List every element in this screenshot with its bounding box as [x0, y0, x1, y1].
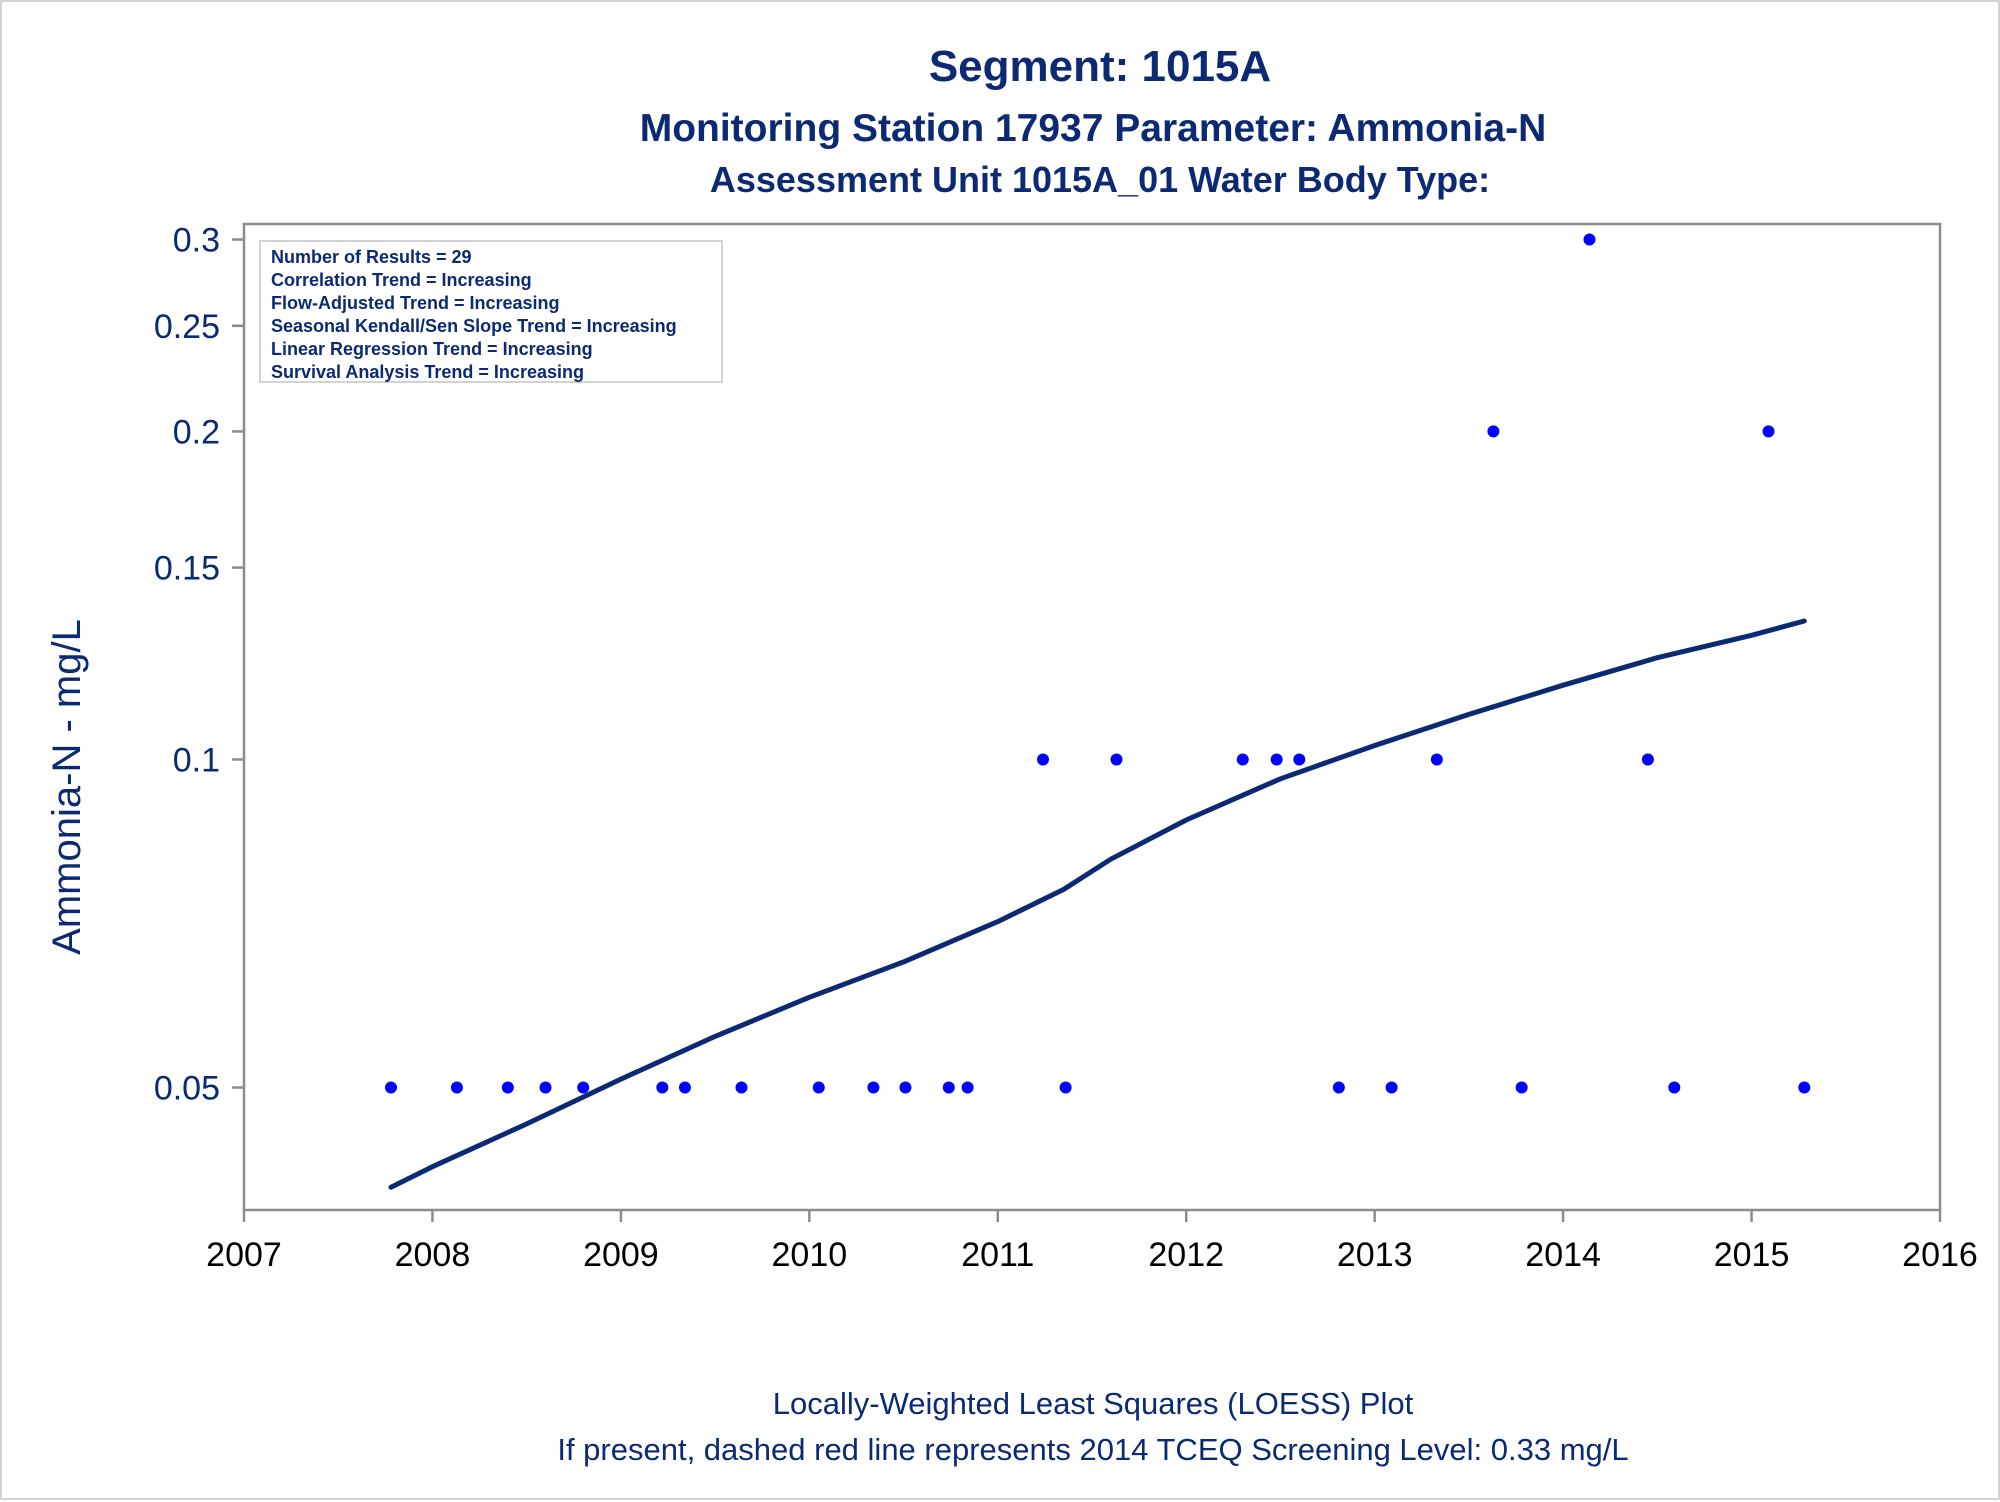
- data-point: [942, 1081, 955, 1094]
- data-point: [1515, 1081, 1528, 1094]
- legend-line: Linear Regression Trend = Increasing: [271, 339, 593, 359]
- y-axis-label: Ammonia-N - mg/L: [45, 619, 89, 955]
- chart-subtitle-station: Monitoring Station 17937 Parameter: Ammo…: [640, 107, 1547, 150]
- legend-line: Number of Results = 29: [271, 247, 472, 267]
- data-point: [450, 1081, 463, 1094]
- x-tick-label: 2016: [1902, 1236, 1978, 1274]
- legend-frame: [259, 240, 723, 383]
- x-tick-label: 2011: [961, 1236, 1034, 1274]
- data-point: [1236, 753, 1249, 766]
- data-point: [899, 1081, 912, 1094]
- y-tick-label: 0.3: [173, 222, 220, 260]
- data-point: [1487, 425, 1500, 438]
- legend-line: Flow-Adjusted Trend = Increasing: [271, 293, 560, 313]
- data-point: [501, 1081, 514, 1094]
- legend-line: Seasonal Kendall/Sen Slope Trend = Incre…: [271, 316, 677, 336]
- data-point: [1037, 753, 1050, 766]
- x-tick-label: 2014: [1525, 1236, 1601, 1274]
- data-point: [1385, 1081, 1398, 1094]
- data-point: [867, 1081, 880, 1094]
- x-tick-label: 2015: [1714, 1236, 1790, 1274]
- data-point: [577, 1081, 590, 1094]
- legend-box: Number of Results = 29 Correlation Trend…: [259, 240, 723, 383]
- data-point: [1430, 753, 1443, 766]
- y-tick-label: 0.25: [154, 308, 220, 346]
- data-point: [539, 1081, 552, 1094]
- data-point: [678, 1081, 691, 1094]
- chart-title: Segment: 1015A: [929, 42, 1271, 91]
- data-point: [1293, 753, 1306, 766]
- plot-area: 2007 2008 2009 2010 2011 2012 2013 2014 2015 2016…: [154, 222, 1978, 1274]
- data-point: [1641, 753, 1654, 766]
- data-point: [1270, 753, 1283, 766]
- data-point: [812, 1081, 825, 1094]
- x-tick-label: 2007: [206, 1236, 282, 1274]
- legend-line: Survival Analysis Trend = Increasing: [271, 362, 584, 382]
- x-tick-label: 2013: [1337, 1236, 1413, 1274]
- data-point: [1110, 753, 1123, 766]
- data-point: [961, 1081, 974, 1094]
- data-point: [1798, 1081, 1811, 1094]
- data-point: [1332, 1081, 1345, 1094]
- footnote-screening-level: If present, dashed red line represents 2…: [557, 1432, 1628, 1467]
- plot-frame: [242, 222, 1942, 1212]
- x-tick-label: 2008: [395, 1236, 471, 1274]
- data-point: [384, 1081, 397, 1094]
- y-tick-label: 0.05: [154, 1070, 220, 1108]
- y-tick-label: 0.1: [173, 741, 220, 779]
- loess-line: [388, 618, 1807, 1190]
- data-point: [735, 1081, 748, 1094]
- data-point: [656, 1081, 669, 1094]
- data-point: [1668, 1081, 1681, 1094]
- data-point: [1762, 425, 1775, 438]
- data-point: [1059, 1081, 1072, 1094]
- legend-line: Correlation Trend = Increasing: [271, 270, 532, 290]
- data-point: [1583, 233, 1596, 246]
- y-tick-label: 0.15: [154, 550, 220, 588]
- footnote-loess: Locally-Weighted Least Squares (LOESS) P…: [773, 1386, 1414, 1421]
- x-tick-label: 2009: [583, 1236, 659, 1274]
- y-tick-label: 0.2: [173, 413, 220, 451]
- chart-subtitle-assessment: Assessment Unit 1015A_01 Water Body Type…: [710, 159, 1490, 200]
- x-tick-label: 2012: [1148, 1236, 1224, 1274]
- x-tick-label: 2010: [772, 1236, 848, 1274]
